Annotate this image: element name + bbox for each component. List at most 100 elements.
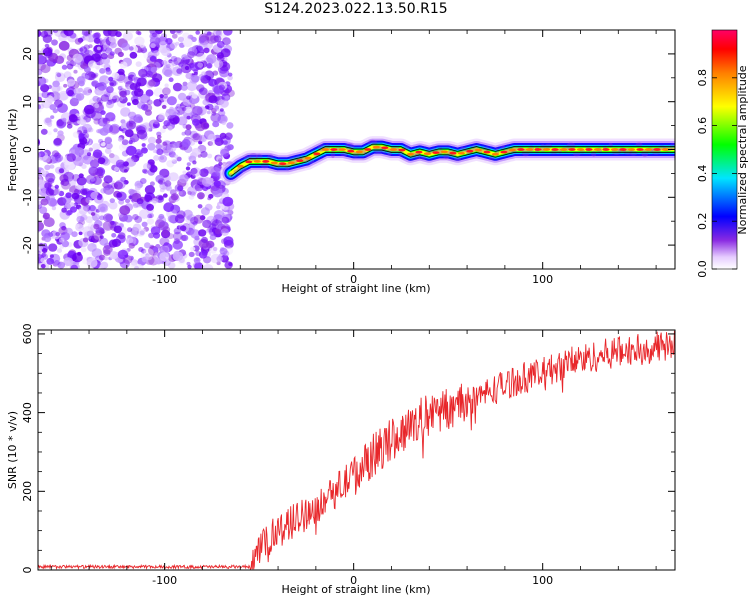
noise-speckle xyxy=(185,166,191,171)
ridge-core xyxy=(593,148,602,151)
noise-speckle xyxy=(122,31,133,41)
noise-speckle xyxy=(42,248,48,253)
noise-speckle xyxy=(132,202,139,209)
noise-speckle xyxy=(82,237,89,243)
noise-speckle xyxy=(209,140,216,146)
noise-speckle xyxy=(214,105,220,110)
ridge-core xyxy=(534,148,542,151)
noise-speckle xyxy=(167,262,176,269)
noise-speckle xyxy=(113,225,123,234)
noise-speckle xyxy=(84,66,91,73)
noise-speckle xyxy=(222,37,231,46)
noise-speckle xyxy=(153,50,160,57)
noise-speckle xyxy=(204,70,215,80)
noise-speckle xyxy=(147,159,155,166)
noise-speckle xyxy=(193,71,198,76)
noise-speckle xyxy=(132,98,139,106)
noise-speckle xyxy=(144,194,153,203)
noise-speckle xyxy=(74,38,82,45)
noise-speckle xyxy=(54,260,62,268)
ridge-core xyxy=(270,161,278,165)
noise-speckle xyxy=(219,68,230,78)
noise-speckle xyxy=(133,88,144,97)
noise-speckle xyxy=(91,80,99,87)
noise-speckle xyxy=(219,108,224,112)
noise-speckle xyxy=(52,30,59,33)
noise-speckle xyxy=(117,232,126,240)
noise-speckle xyxy=(87,205,98,215)
noise-speckle xyxy=(115,179,126,190)
ridge-core xyxy=(610,148,619,151)
noise-speckle xyxy=(43,217,55,228)
noise-speckle xyxy=(46,95,55,104)
noise-speckle xyxy=(202,264,214,269)
noise-speckle xyxy=(51,84,61,93)
noise-speckle xyxy=(216,261,221,266)
noise-speckle xyxy=(92,143,101,151)
ridge-core xyxy=(653,148,661,151)
ridge-blob xyxy=(249,153,258,161)
noise-speckle xyxy=(88,44,93,49)
noise-speckle xyxy=(200,207,210,216)
noise-speckle xyxy=(40,64,51,74)
noise-speckle xyxy=(160,47,171,56)
noise-speckle xyxy=(111,233,117,238)
noise-speckle xyxy=(64,227,73,236)
noise-speckle xyxy=(220,228,229,236)
noise-speckle xyxy=(159,237,170,247)
ridge-blob xyxy=(237,166,248,173)
ridge-blob xyxy=(267,154,274,161)
noise-speckle xyxy=(86,152,92,157)
ridge-core xyxy=(491,152,499,156)
noise-speckle xyxy=(139,266,145,269)
noise-speckle xyxy=(183,209,193,219)
ridge-core xyxy=(627,148,636,151)
noise-speckle xyxy=(39,206,48,214)
noise-speckle xyxy=(164,83,169,88)
x-axis-label-bottom: Height of straight line (km) xyxy=(281,583,430,596)
ridge-core xyxy=(355,150,363,154)
noise-speckle xyxy=(128,46,134,51)
ridge-core xyxy=(245,160,253,164)
noise-speckle xyxy=(224,95,230,100)
noise-speckle xyxy=(176,105,188,116)
noise-speckle xyxy=(56,248,63,253)
noise-speckle xyxy=(158,154,167,163)
noise-speckle xyxy=(141,104,149,111)
noise-speckle xyxy=(221,120,227,126)
noise-speckle xyxy=(169,42,178,49)
noise-speckle xyxy=(133,77,141,84)
noise-speckle xyxy=(201,177,213,187)
chart-title: S124.2023.022.13.50.R15 xyxy=(264,1,448,17)
ridge-core xyxy=(381,146,389,150)
noise-speckle xyxy=(152,149,157,154)
noise-speckle xyxy=(78,231,83,236)
ridge-blob xyxy=(566,142,576,150)
noise-speckle xyxy=(207,133,216,141)
noise-speckle xyxy=(165,63,171,69)
ridge-core xyxy=(415,150,423,154)
x-tick-label-top: -100 xyxy=(152,273,177,286)
noise-speckle xyxy=(192,105,203,116)
snr-series-line xyxy=(38,330,675,570)
noise-speckle xyxy=(92,169,102,178)
noise-speckle xyxy=(59,222,66,229)
noise-speckle xyxy=(119,205,131,216)
noise-speckle xyxy=(191,106,202,116)
noise-speckle xyxy=(172,240,183,250)
noise-speckle xyxy=(45,172,51,177)
noise-speckle xyxy=(110,92,118,100)
noise-speckle xyxy=(65,210,72,216)
y-axis-label-bottom: SNR (10 * v/v) xyxy=(6,411,19,489)
noise-speckle xyxy=(55,71,60,76)
noise-speckle xyxy=(133,232,138,237)
noise-speckle xyxy=(173,238,180,245)
noise-speckle xyxy=(203,130,215,140)
noise-speckle xyxy=(210,182,220,192)
noise-speckle xyxy=(159,41,168,49)
ridge-blob xyxy=(591,150,597,157)
noise-speckle xyxy=(94,51,102,59)
noise-speckle xyxy=(73,60,82,68)
noise-speckle xyxy=(96,46,101,51)
noise-speckle xyxy=(220,254,229,263)
